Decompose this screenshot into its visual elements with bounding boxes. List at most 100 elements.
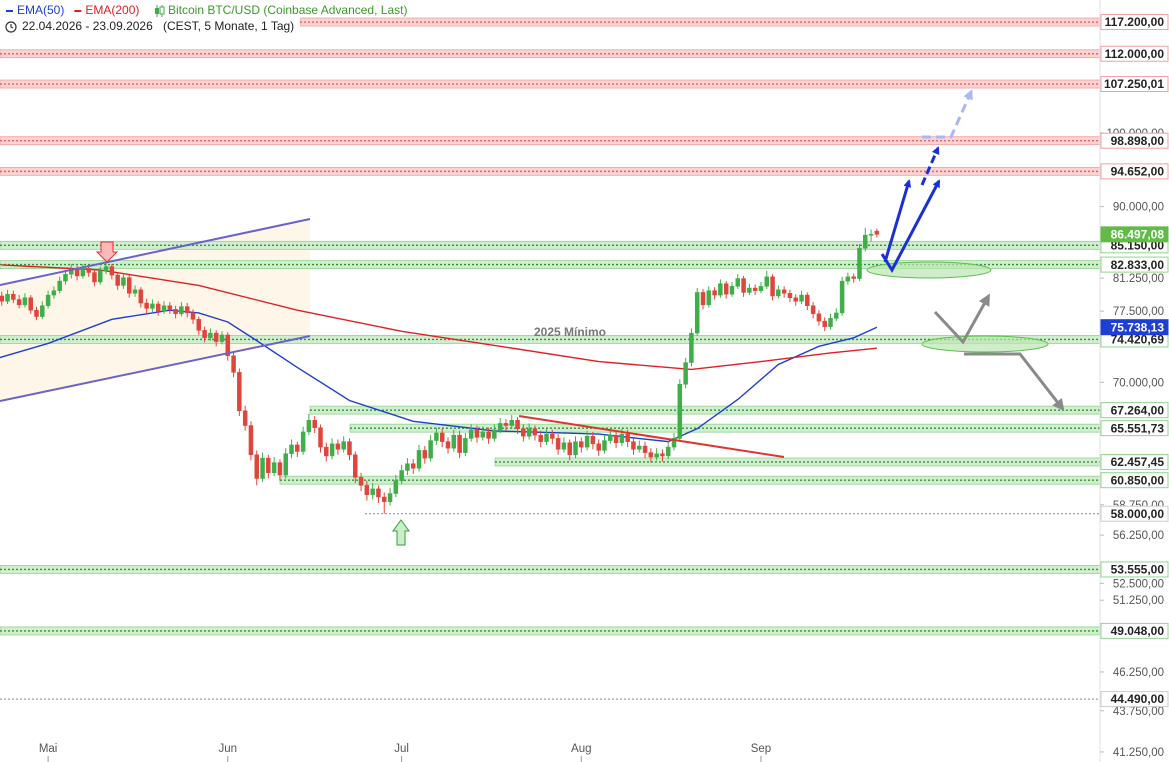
forecast-arrow <box>880 179 941 274</box>
candle-body <box>138 289 144 304</box>
y-tick-label: 51.250,00 <box>1113 595 1164 607</box>
candle-body <box>810 305 816 315</box>
level-label: 62.457,45 <box>1111 455 1165 469</box>
candle-body <box>341 441 346 450</box>
candle-body <box>555 438 561 450</box>
candle-body <box>538 434 543 442</box>
candle-body <box>839 280 845 314</box>
candle-body <box>654 453 659 458</box>
channel-bottom <box>0 335 311 402</box>
date-range: 22.04.2026 - 23.09.2026 <box>22 19 153 33</box>
y-tick-label: 81.250,00 <box>1113 273 1164 285</box>
level-label: 74.420,69 <box>1111 333 1165 347</box>
level-label-box <box>1100 45 1169 62</box>
down-arrow-icon <box>95 241 119 263</box>
header-background <box>0 0 300 36</box>
candle-body <box>590 435 596 445</box>
x-tick-label: Aug <box>571 743 591 755</box>
y-tick-label: 46.250,00 <box>1113 667 1164 679</box>
level-label: 94.652,00 <box>1111 165 1165 179</box>
level-label-box <box>1100 319 1169 336</box>
candle-body <box>816 313 822 322</box>
candle-body <box>422 450 428 459</box>
candle-body <box>237 372 242 412</box>
candle-body <box>729 286 735 295</box>
candle-body <box>179 306 184 315</box>
candle-body <box>312 419 317 428</box>
candle-body <box>834 312 839 319</box>
level-label-box <box>1100 132 1169 149</box>
candle-body <box>289 444 294 454</box>
candle-body <box>225 334 231 357</box>
level-label: 49.048,00 <box>1111 624 1165 638</box>
legend-label: EMA(200) <box>85 3 139 17</box>
level-label: 107.250,01 <box>1104 77 1164 91</box>
level-label-box <box>1100 163 1169 180</box>
candle-body <box>509 419 514 426</box>
level-label: 58.000,00 <box>1111 507 1165 521</box>
level-label: 75.738,13 <box>1111 320 1165 334</box>
candle-body <box>694 292 700 334</box>
candle-body <box>74 268 80 277</box>
levels <box>0 17 1101 700</box>
candle-body <box>758 286 764 291</box>
candle-body <box>219 334 225 342</box>
candle-body <box>642 445 648 453</box>
candle-body <box>86 268 91 273</box>
candle-body <box>190 312 196 320</box>
candle-body <box>863 234 868 249</box>
candle-body <box>202 330 207 339</box>
candle-body <box>22 297 28 306</box>
level-label-box <box>1100 256 1169 273</box>
candle-body <box>492 429 497 439</box>
candle-body <box>497 423 503 431</box>
candle-body <box>266 457 271 474</box>
level-label-box <box>1100 420 1169 437</box>
level-zone <box>494 457 1101 467</box>
level-label-box <box>1100 76 1169 93</box>
candle-body <box>828 318 833 327</box>
ema-line <box>1 264 877 371</box>
candle-body <box>439 432 445 442</box>
candle-body <box>764 276 770 287</box>
candle-body <box>242 410 248 426</box>
candle-body <box>660 453 665 457</box>
scenario-arrow <box>964 352 1065 412</box>
forecast-arrow <box>920 146 940 186</box>
candle-body <box>277 462 283 476</box>
candle-body <box>683 362 688 385</box>
candle-body <box>353 454 358 478</box>
candle-body <box>16 299 22 306</box>
candle-body <box>550 433 555 439</box>
candle-body <box>741 278 746 293</box>
candle-body <box>451 434 457 449</box>
y-tick-label: 56.250,00 <box>1113 530 1164 542</box>
y-tick-label: 41.250,00 <box>1113 747 1164 759</box>
candle-body <box>468 429 474 439</box>
candle-body <box>677 384 683 439</box>
level-label-box <box>1100 226 1169 243</box>
candle-body <box>851 276 856 279</box>
candle-body <box>793 297 798 302</box>
candle-body <box>213 332 219 342</box>
candle-body <box>781 289 787 294</box>
level-label: 86.497,08 <box>1111 228 1165 242</box>
candle-body <box>735 278 741 287</box>
legend: EMA(50) EMA(200) <box>6 3 139 17</box>
candle-body <box>532 428 538 436</box>
candle-body <box>80 268 86 277</box>
level-label: 67.264,00 <box>1111 403 1165 417</box>
candle-body <box>393 480 399 494</box>
forecast-arrow <box>883 179 912 263</box>
candle-body <box>34 309 39 317</box>
candle-body <box>184 306 190 314</box>
candle-body <box>521 428 526 437</box>
candle-icon <box>155 5 165 17</box>
candle-body <box>40 305 45 317</box>
y-tick-label: 70.000,00 <box>1113 377 1164 389</box>
candle-body <box>5 293 10 302</box>
candle-body <box>503 423 509 426</box>
candle-body <box>196 319 202 331</box>
x-tick-label: Sep <box>751 743 771 755</box>
